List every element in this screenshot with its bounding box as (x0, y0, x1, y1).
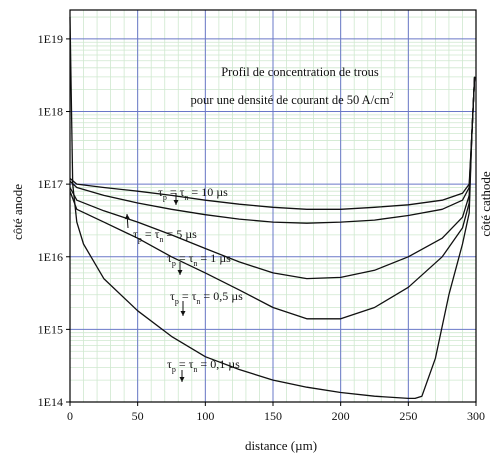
x-tick-label: 0 (67, 409, 73, 423)
series-label-1: τp = τn = 5 µs (133, 227, 197, 244)
series-label-arrowhead-1 (124, 214, 130, 220)
x-tick-label: 50 (132, 409, 144, 423)
y-tick-label: 1E15 (38, 322, 63, 336)
series-line-3 (69, 76, 476, 320)
x-axis-title: distance (µm) (245, 438, 317, 453)
annotation-line-2: pour une densité de courant de 50 A/cm2 (191, 91, 394, 107)
series-label-2: τp = τn = 1 µs (167, 251, 231, 268)
series-label-3: τp = τn = 0,5 µs (170, 289, 243, 306)
x-tick-label: 100 (196, 409, 214, 423)
series-label-arrowhead-3 (180, 311, 186, 316)
y-tick-label: 1E17 (38, 177, 63, 191)
y-tick-label: 1E18 (38, 105, 63, 119)
annotation-line-1: Profil de concentration de trous (221, 65, 379, 79)
series-label-0: τp = τn = 10 µs (158, 185, 228, 202)
annotation-superscript: 2 (389, 91, 393, 100)
x-tick-label: 200 (332, 409, 350, 423)
curves (69, 16, 476, 400)
y-tick-label: 1E14 (38, 395, 63, 409)
series-line-2 (69, 76, 476, 280)
annotation-line-2-text: pour une densité de courant de 50 A/cm (191, 93, 390, 107)
y-axis-title-left: côté anode (10, 184, 25, 240)
series-line-0 (69, 76, 476, 210)
x-tick-label: 150 (264, 409, 282, 423)
series-label-arrowhead-4 (179, 377, 185, 382)
series-label-4: τp = τn = 0,1 µs (167, 357, 240, 374)
x-tick-label: 250 (399, 409, 417, 423)
y-axis-title-right: côté cathode (478, 171, 493, 237)
axis-ticks: 0 50 100 150 200 250 300 1E14 1E15 1E16 1E17 1E18 1E… (38, 32, 485, 423)
series-label-arrowhead-0 (173, 200, 179, 205)
series-line-1 (69, 76, 476, 224)
curve-labels: τp = τn = 10 µs τp = τn = 5 µs τp = τn = 1… (124, 185, 243, 382)
y-tick-label: 1E19 (38, 32, 63, 46)
series-line-4 (69, 16, 476, 400)
y-tick-label: 1E16 (38, 250, 63, 264)
x-tick-label: 300 (467, 409, 485, 423)
series-label-arrowhead-2 (177, 270, 183, 275)
